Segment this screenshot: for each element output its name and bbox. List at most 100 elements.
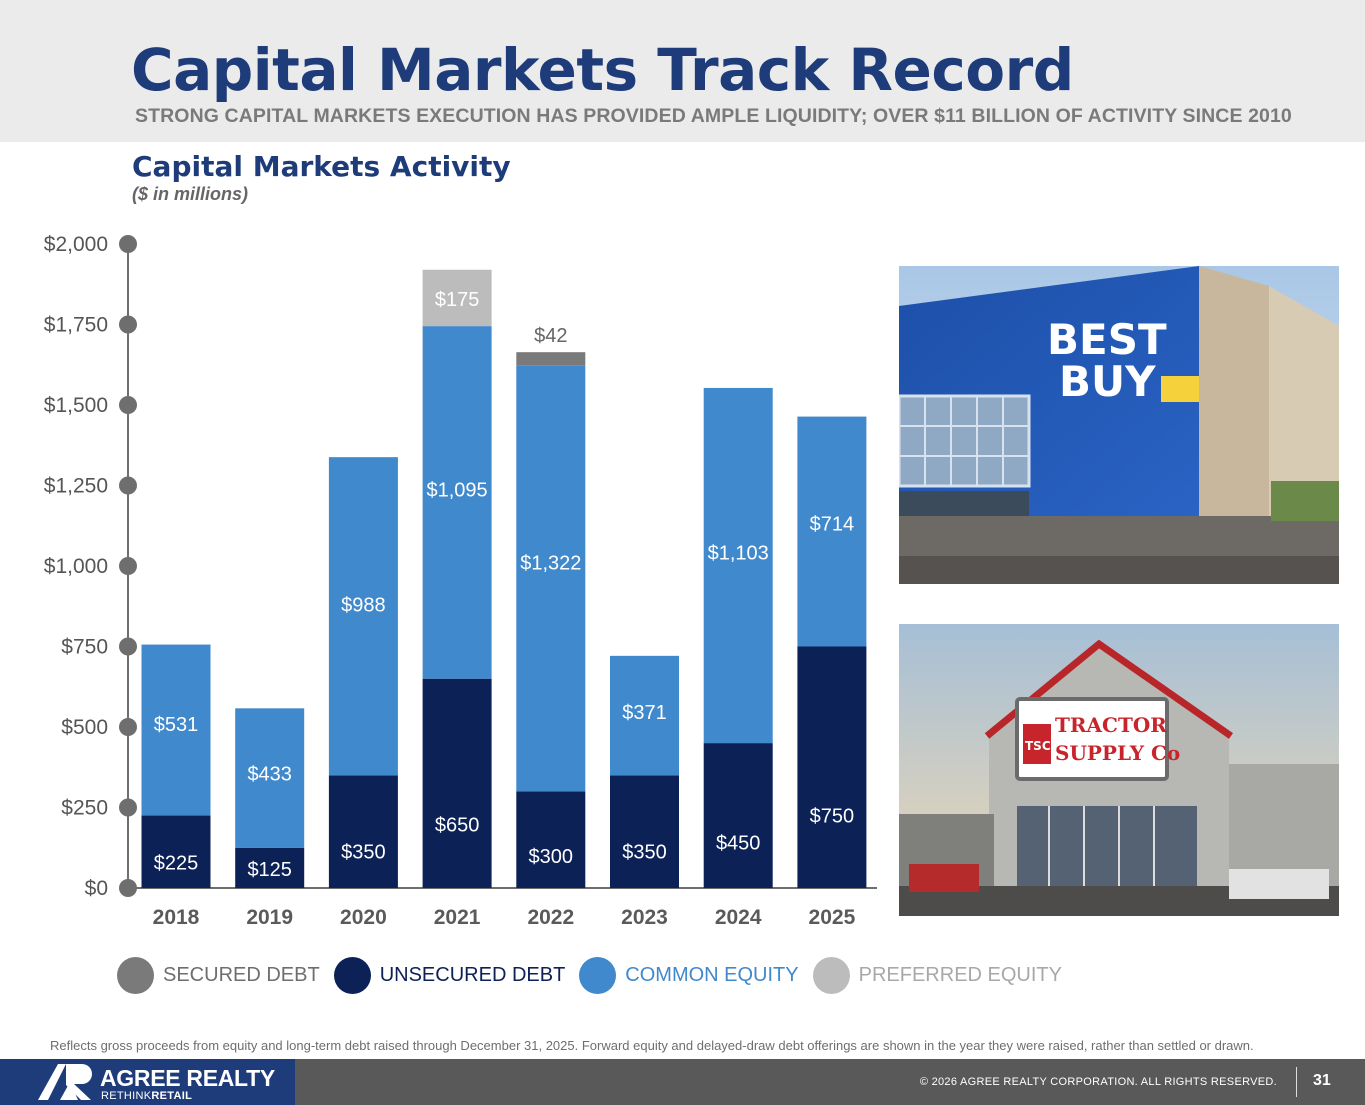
legend-swatch [117,956,154,994]
legend-item: SECURED DEBT [117,956,320,994]
legend-item: UNSECURED DEBT [333,956,566,994]
legend-swatch [812,956,850,994]
y-tick-label: $0 [85,877,108,900]
x-category-label: 2022 [527,906,574,929]
header-band: Capital Markets Track Record STRONG CAPI… [0,0,1365,142]
bar-value-label: $650 [435,814,480,836]
legend-item: PREFERRED EQUITY [812,956,1062,994]
legend-label: COMMON EQUITY [625,963,799,986]
bar-segment [703,387,773,744]
capital-markets-chart: $0 $250 $500 $750 $1,000 $1,250 $1,500 $1,750 $2… [44,233,877,929]
x-category-label: 2019 [246,906,293,929]
x-category-label: 2020 [340,906,387,929]
bar-segment [328,775,398,888]
bar-value-label: $350 [341,841,386,863]
legend-label: SECURED DEBT [163,963,320,986]
bar-segment [516,365,586,792]
y-tick-marker [119,637,137,656]
bar-value-label: $42 [534,325,567,347]
bar-value-label: $350 [622,841,667,863]
y-tick-label: $2,000 [44,233,108,256]
bar-value-label: $450 [716,832,761,854]
x-category-label: 2023 [621,906,668,929]
bar-value-label: $1,095 [427,479,488,501]
bar-segment [797,646,867,888]
y-tick-marker [119,396,137,414]
chart-subtitle: ($ in millions) [132,184,249,204]
bar-segment [422,326,492,679]
tractor-supply-store-photo: TSC TRACTOR SUPPLY Co [899,624,1339,916]
logo-tag-bold: RETAIL [151,1090,193,1102]
bar-value-label: $714 [810,513,855,535]
y-tick-label: $750 [61,636,108,659]
y-tick-marker [119,718,137,736]
bar-value-label: $1,322 [520,553,581,575]
bestbuy-sign-line2: BUY [1059,357,1156,406]
legend-swatch [333,956,371,994]
bar-value-label: $988 [341,595,386,617]
logo-name: AGREE REALTY [100,1065,275,1091]
legend-item: COMMON EQUITY [579,956,799,994]
logo-tagline: RETHINKRETAIL [101,1090,192,1102]
bar-segment [141,644,211,816]
bar-value-label: $300 [529,846,574,868]
bar-segment [610,775,679,888]
legend-label: UNSECURED DEBT [379,963,566,986]
page-subtitle: STRONG CAPITAL MARKETS EXECUTION HAS PRO… [135,105,1292,127]
x-category-label: 2018 [153,906,200,929]
chart-title: Capital Markets Activity [132,150,511,183]
bar-segment [610,655,679,776]
y-tick-marker [119,235,137,253]
bar-segment [797,416,867,647]
tractor-sign-line2: SUPPLY Co [1055,741,1180,765]
bar-segment [328,457,398,776]
page-number: 31 [1313,1072,1331,1089]
y-tick-marker [119,879,137,897]
bar-segment [235,708,305,848]
bar-segment [703,743,773,888]
footer-divider [1296,1067,1297,1097]
y-tick-marker [119,476,137,495]
x-category-label: 2025 [809,906,856,929]
bar-value-label: $1,103 [708,542,769,564]
bar-segment [141,815,211,888]
bar-value-label: $371 [622,702,667,724]
chart-legend: SECURED DEBT UNSECURED DEBT COMMON EQUITY P… [117,955,1076,995]
bar-value-label: $225 [154,853,199,875]
bar-value-label: $175 [435,289,480,311]
x-category-label: 2021 [434,906,481,929]
tsc-badge: TSC [1025,739,1051,753]
footnote: Reflects gross proceeds from equity and … [50,1038,1254,1053]
x-category-label: 2024 [715,906,762,929]
y-tick-label: $1,000 [44,555,108,578]
bar-value-label: $433 [247,763,292,785]
agree-logo-icon [38,1064,92,1100]
bar-value-label: $125 [247,859,292,881]
bar-segment [516,352,586,366]
y-tick-label: $1,500 [44,394,108,417]
y-tick-marker [119,315,137,334]
company-logo: AGREE REALTY RETHINKRETAIL [0,1059,295,1105]
y-tick-label: $250 [61,797,108,820]
logo-tag-light: RETHINK [101,1090,152,1102]
bar-segment [235,847,305,888]
legend-label: PREFERRED EQUITY [858,963,1062,986]
copyright: © 2026 AGREE REALTY CORPORATION. ALL RIG… [919,1076,1277,1088]
y-tick-marker [119,557,137,575]
bar-value-label: $750 [810,805,855,827]
bestbuy-sign-line1: BEST [1047,315,1167,364]
y-tick-label: $500 [61,716,108,739]
footer-bar: AGREE REALTY RETHINKRETAIL © 2026 AGREE … [0,1059,1365,1105]
y-tick-label: $1,750 [44,314,108,337]
y-tick-marker [119,798,137,817]
bar-segment [516,791,586,888]
bestbuy-store-photo: BEST BUY [899,266,1339,584]
page-title: Capital Markets Track Record [131,36,1074,104]
legend-swatch [579,956,617,994]
bar-value-label: $531 [154,714,199,736]
tractor-sign-line1: TRACTOR [1055,713,1167,737]
y-tick-label: $1,250 [44,475,108,498]
bar-segment [422,678,492,888]
bar-segment [422,269,492,327]
